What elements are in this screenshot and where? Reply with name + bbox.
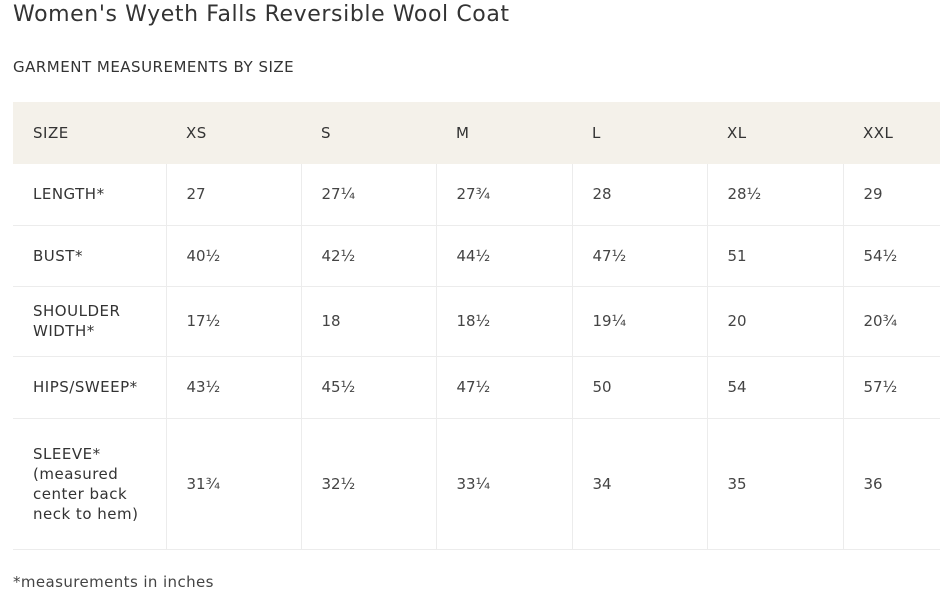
table-cell: 18 <box>301 286 437 357</box>
column-header-s: S <box>321 124 332 142</box>
table-cell: 20¾ <box>843 286 940 357</box>
column-header-xl: XL <box>727 124 747 142</box>
table-cell: 50 <box>572 356 708 419</box>
table-row-sleeve: SLEEVE* (measured center back neck to he… <box>13 418 940 550</box>
table-cell: 42½ <box>301 225 437 287</box>
table-cell: 43½ <box>166 356 302 419</box>
table-cell: 45½ <box>301 356 437 419</box>
table-row-length: LENGTH* 27 27¼ 27¾ 28 28½ 29 <box>13 164 940 226</box>
table-cell: 27¼ <box>301 164 437 226</box>
table-cell: 27 <box>166 164 302 226</box>
table-cell: 51 <box>707 225 844 287</box>
table-cell: 57½ <box>843 356 940 419</box>
table-cell: 34 <box>572 418 708 550</box>
table-cell: 28 <box>572 164 708 226</box>
table-cell: 33¼ <box>436 418 573 550</box>
footnote: *measurements in inches <box>13 573 214 591</box>
column-header-xs: XS <box>186 124 207 142</box>
table-cell: 20 <box>707 286 844 357</box>
row-label: HIPS/SWEEP* <box>13 356 167 419</box>
table-cell: 47½ <box>572 225 708 287</box>
table-cell: 18½ <box>436 286 573 357</box>
table-cell: 29 <box>843 164 940 226</box>
table-cell: 28½ <box>707 164 844 226</box>
table-cell: 27¾ <box>436 164 573 226</box>
row-label: SHOULDER WIDTH* <box>13 286 167 357</box>
table-cell: 17½ <box>166 286 302 357</box>
column-header-xxl: XXL <box>863 124 894 142</box>
column-header-size: SIZE <box>33 124 69 142</box>
row-label: SLEEVE* (measured center back neck to he… <box>13 418 167 550</box>
size-chart-table: SIZE XS S M L XL XXL LENGTH* 27 27¼ 27¾ … <box>13 102 940 550</box>
table-cell: 35 <box>707 418 844 550</box>
table-cell: 31¾ <box>166 418 302 550</box>
table-cell: 54½ <box>843 225 940 287</box>
section-heading: GARMENT MEASUREMENTS BY SIZE <box>13 58 295 76</box>
table-cell: 32½ <box>301 418 437 550</box>
table-cell: 54 <box>707 356 844 419</box>
table-row-shoulder-width: SHOULDER WIDTH* 17½ 18 18½ 19¼ 20 20¾ <box>13 286 940 357</box>
table-cell: 40½ <box>166 225 302 287</box>
column-header-m: M <box>456 124 470 142</box>
table-row-bust: BUST* 40½ 42½ 44½ 47½ 51 54½ <box>13 225 940 287</box>
table-cell: 44½ <box>436 225 573 287</box>
table-cell: 19¼ <box>572 286 708 357</box>
table-cell: 47½ <box>436 356 573 419</box>
column-header-l: L <box>592 124 601 142</box>
table-row-hips-sweep: HIPS/SWEEP* 43½ 45½ 47½ 50 54 57½ <box>13 356 940 419</box>
table-header-row: SIZE XS S M L XL XXL <box>13 102 940 164</box>
row-label: LENGTH* <box>13 164 167 226</box>
row-label: BUST* <box>13 225 167 287</box>
page-title: Women's Wyeth Falls Reversible Wool Coat <box>13 2 510 27</box>
table-cell: 36 <box>843 418 940 550</box>
